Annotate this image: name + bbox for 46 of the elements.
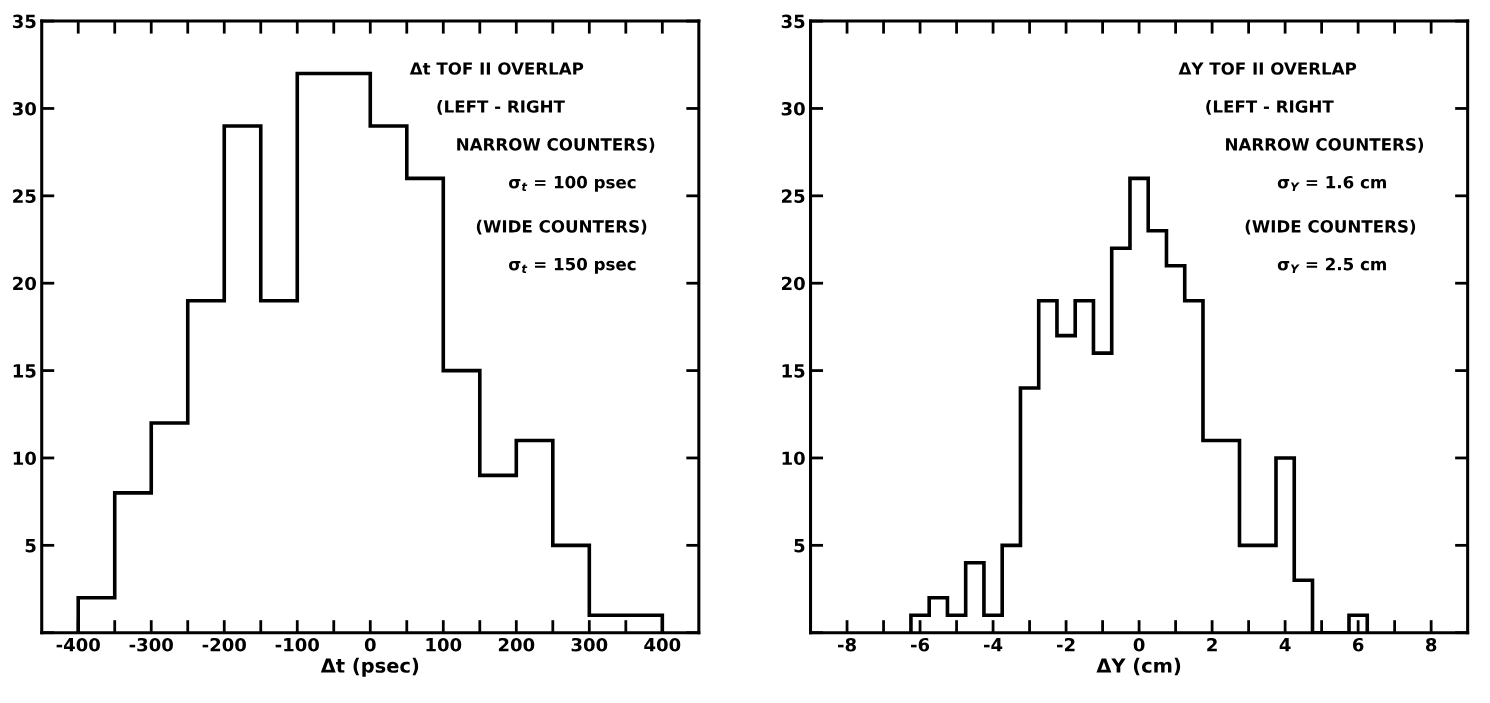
x-tick-label: 400 (644, 637, 681, 652)
x-tick-label: 300 (571, 637, 608, 652)
y-tick-label: 15 (13, 364, 36, 378)
x-tick-label: -400 (56, 637, 100, 652)
y-tick-label: 10 (782, 451, 805, 466)
x-tick-label: 100 (426, 637, 462, 652)
y-tick-label: 30 (12, 101, 36, 116)
annotation: (WIDE COUNTERS) (1245, 219, 1416, 235)
y-tick-label: 20 (13, 276, 36, 291)
annotation: (LEFT - RIGHT (437, 99, 565, 115)
annotation: σ$_{Y}$ = 1.6 cm (1277, 175, 1386, 191)
x-tick-label: 4 (1279, 638, 1291, 652)
y-tick-label: 5 (25, 539, 36, 553)
y-tick-label: 20 (781, 276, 805, 291)
y-tick-label: 35 (781, 14, 805, 29)
x-tick-label: 8 (1425, 637, 1437, 652)
y-tick-label: 25 (13, 189, 36, 203)
x-tick-label: 6 (1352, 637, 1364, 652)
annotation: ΔY TOF II OVERLAP (1178, 62, 1357, 75)
y-tick-label: 5 (794, 539, 805, 553)
x-tick-label: -2 (1057, 637, 1075, 652)
annotation: NARROW COUNTERS) (457, 137, 655, 153)
y-tick-label: 10 (13, 451, 36, 466)
x-axis-title: ΔY (cm) (1096, 657, 1181, 676)
x-tick-label: -8 (838, 637, 856, 652)
x-tick-label: -300 (129, 637, 173, 652)
x-tick-label: -100 (275, 637, 319, 652)
annotation: (LEFT - RIGHT (1206, 99, 1334, 115)
x-axis-title: Δt (psec) (320, 657, 419, 677)
x-tick-label: 200 (498, 637, 535, 652)
annotation: NARROW COUNTERS) (1226, 137, 1424, 153)
annotation: Δt TOF II OVERLAP (409, 62, 584, 75)
x-tick-label: 2 (1207, 637, 1217, 652)
y-tick-label: 15 (782, 364, 805, 378)
y-tick-label: 30 (781, 101, 805, 116)
annotation: σ$_{Y}$ = 2.5 cm (1277, 257, 1386, 273)
x-tick-label: -6 (911, 637, 930, 652)
y-tick-label: 25 (781, 189, 805, 203)
annotation: σ$_{t}$ = 150 psec (508, 257, 636, 274)
x-tick-label: -4 (984, 638, 1003, 652)
y-tick-label: 35 (12, 14, 36, 29)
annotation: σ$_{t}$ = 100 psec (508, 175, 636, 192)
annotation: (WIDE COUNTERS) (476, 219, 647, 235)
x-tick-label: 0 (364, 637, 376, 652)
x-tick-label: 0 (1133, 637, 1145, 652)
x-tick-label: -200 (202, 637, 246, 652)
